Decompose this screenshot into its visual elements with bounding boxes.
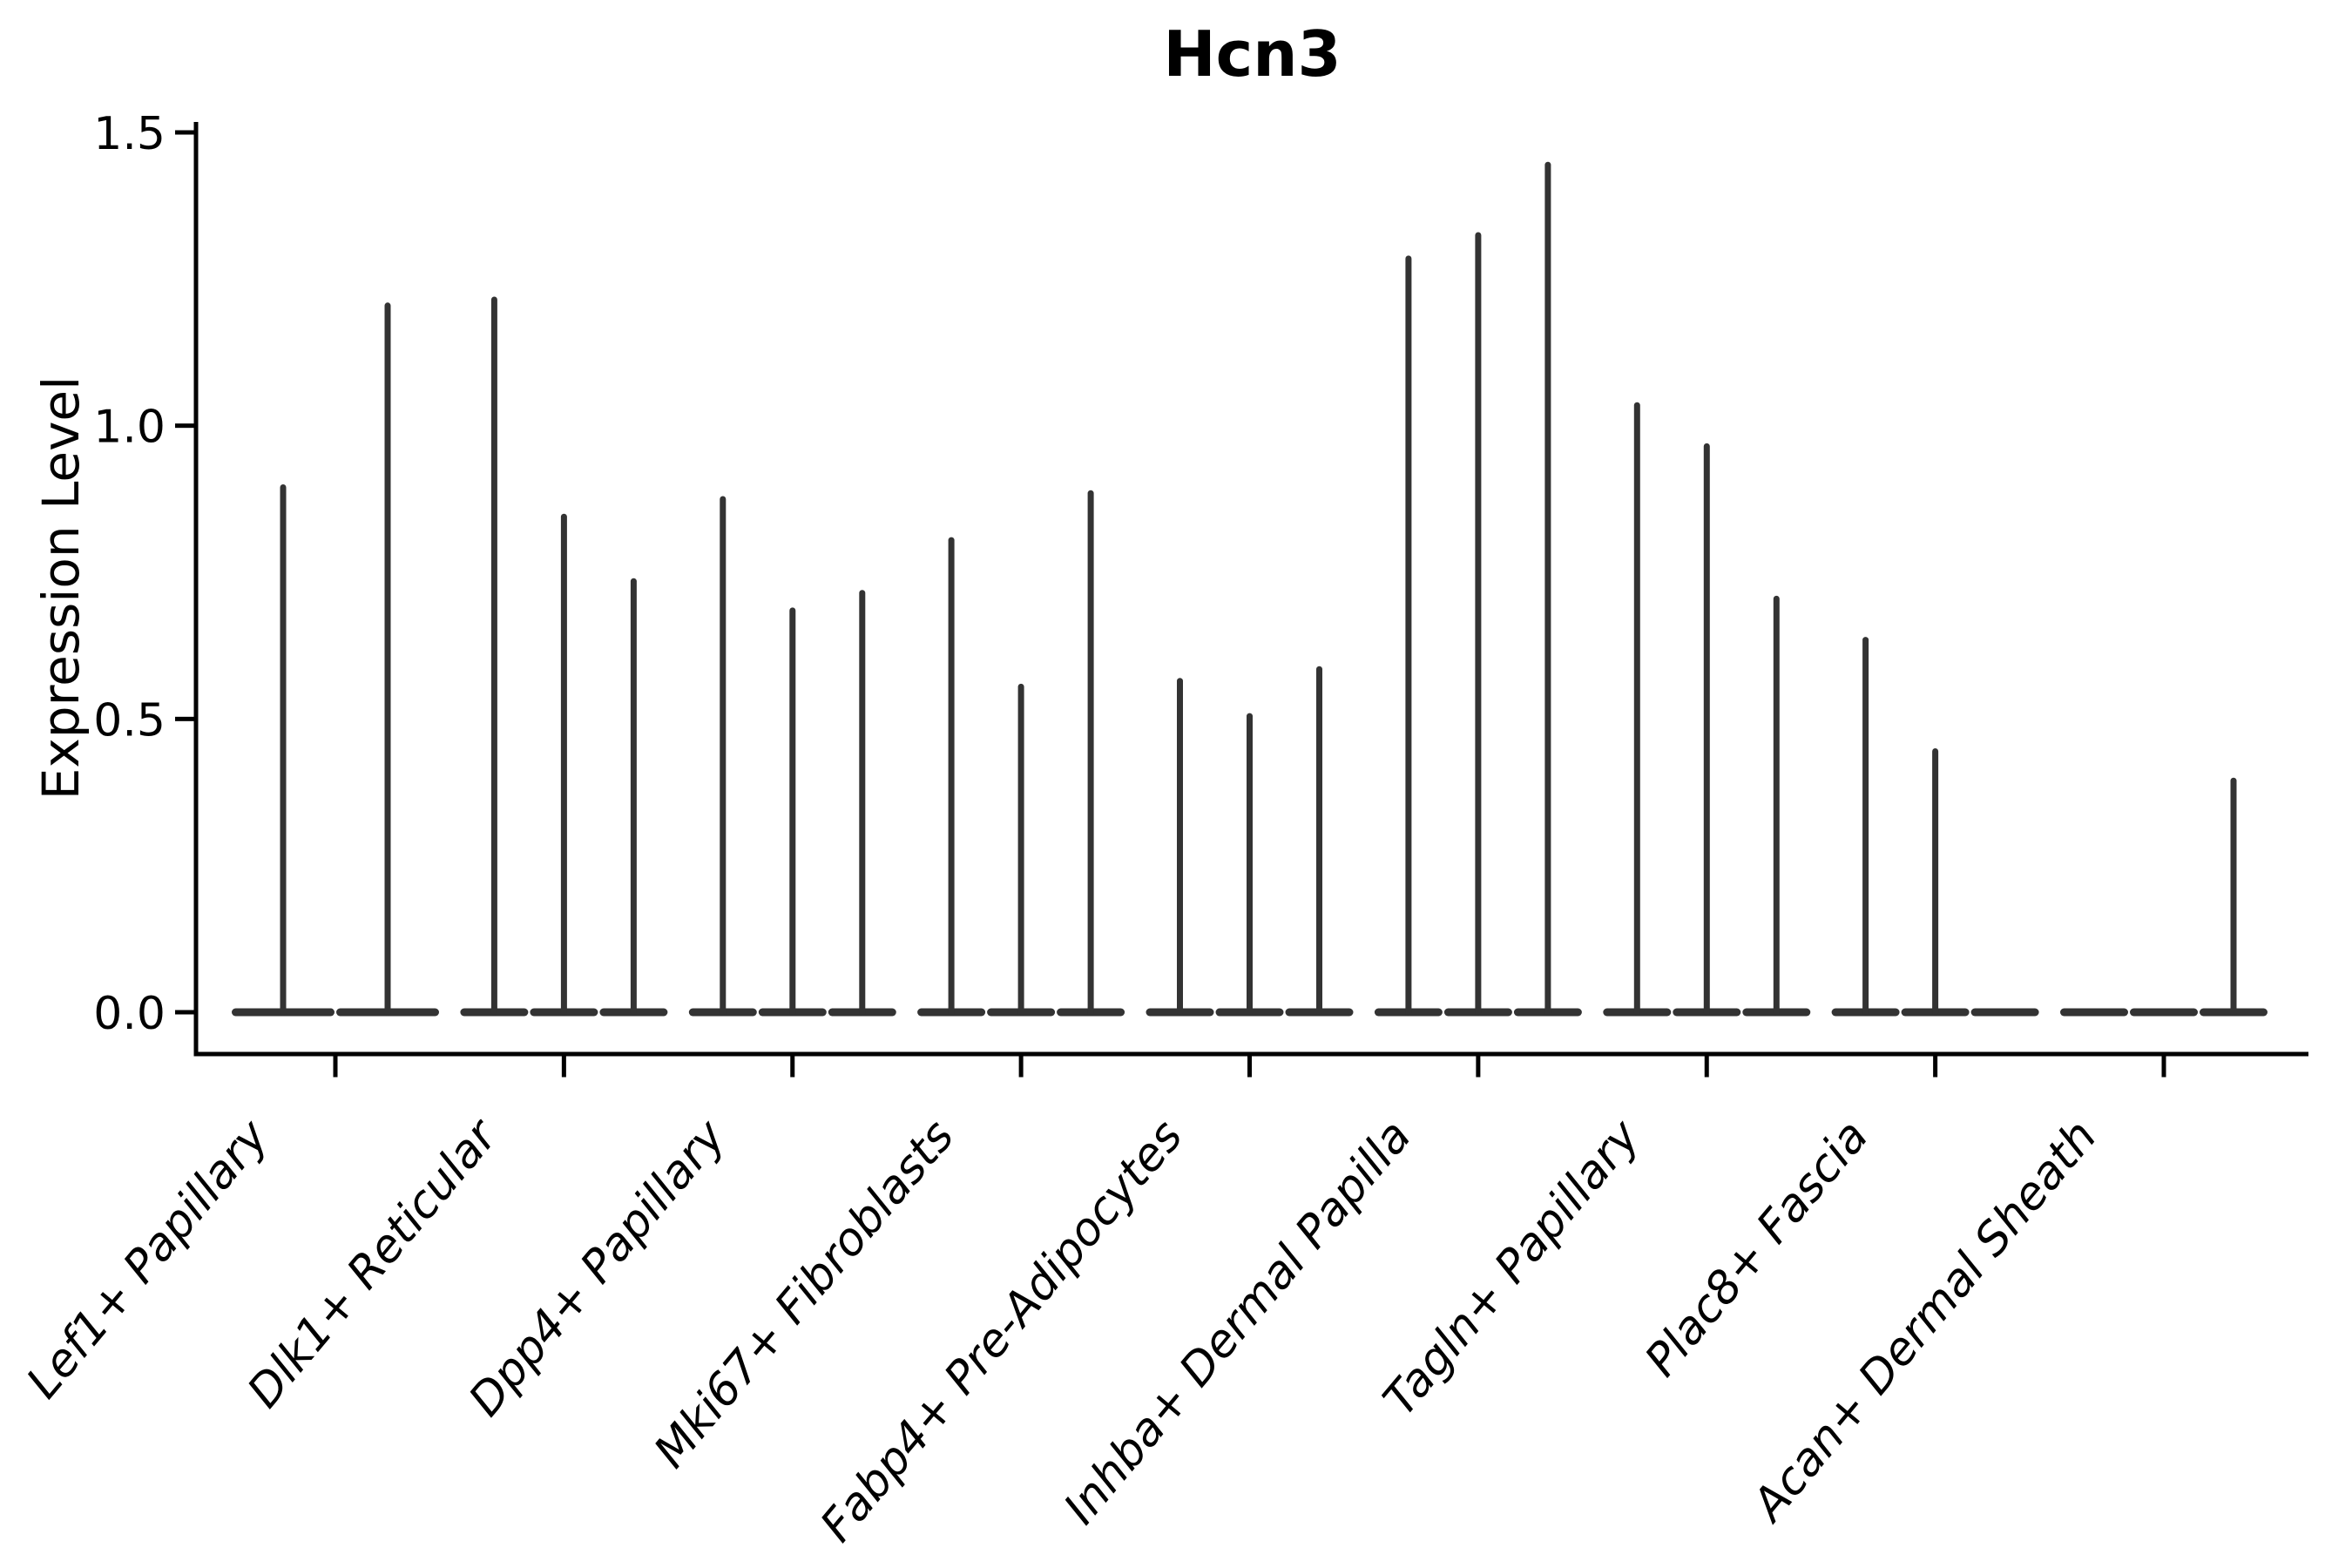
- y-tick: [175, 716, 196, 721]
- violin-spike: [789, 607, 796, 1016]
- violin-spike: [1017, 683, 1024, 1016]
- y-tick: [175, 423, 196, 429]
- violin-spike: [630, 578, 637, 1016]
- violin-spike: [720, 496, 727, 1016]
- x-tick: [1018, 1056, 1024, 1078]
- violin-spike: [1703, 443, 1710, 1016]
- x-tick-label: Plac8+ Fascia: [1635, 1111, 1878, 1387]
- violin-spike: [1177, 678, 1183, 1016]
- violin-spike: [948, 537, 955, 1016]
- y-tick-label: 1.0: [93, 402, 166, 454]
- violin-spike: [1633, 402, 1640, 1016]
- x-tick: [1247, 1056, 1252, 1078]
- violin-base: [2060, 1008, 2128, 1017]
- violin-spike: [1475, 232, 1482, 1016]
- violin-spike: [1087, 490, 1094, 1016]
- y-tick-label: 0.5: [93, 694, 166, 747]
- y-tick: [175, 1010, 196, 1015]
- x-tick-label: Dpp4+ Papillary: [459, 1110, 737, 1426]
- violin-base: [1970, 1008, 2039, 1017]
- violin-spike: [859, 590, 866, 1016]
- x-tick-label: Tagln+ Papillary: [1374, 1110, 1651, 1426]
- y-tick-label: 1.5: [93, 108, 166, 160]
- x-tick: [790, 1056, 795, 1078]
- y-tick: [175, 130, 196, 135]
- violin-spike: [1316, 666, 1322, 1016]
- x-tick: [561, 1056, 566, 1078]
- x-tick: [2161, 1056, 2166, 1078]
- x-axis-line: [193, 1051, 2308, 1057]
- violin-spike: [280, 484, 287, 1016]
- violin-spike: [1544, 161, 1551, 1016]
- x-tick: [1704, 1056, 1709, 1078]
- violin-spike: [1773, 595, 1780, 1016]
- violin-spike: [1862, 637, 1869, 1016]
- y-axis-line: [193, 122, 199, 1057]
- x-tick: [333, 1056, 338, 1078]
- violin-spike: [2230, 777, 2237, 1016]
- chart-title: Hcn3: [1163, 17, 1342, 91]
- violin-base: [2130, 1008, 2198, 1017]
- x-tick-label: Lef1+ Papillary: [17, 1110, 279, 1409]
- violin-spike: [560, 513, 567, 1016]
- y-tick-label: 0.0: [93, 988, 166, 1040]
- violin-spike: [384, 302, 391, 1016]
- violin-spike: [490, 296, 497, 1016]
- violin-spike: [1405, 255, 1412, 1016]
- violin-spike: [1932, 748, 1939, 1016]
- violin-spike: [1247, 713, 1253, 1016]
- x-tick: [1476, 1056, 1481, 1078]
- x-tick-label: Dlk1+ Reticular: [238, 1108, 510, 1417]
- x-tick: [1933, 1056, 1938, 1078]
